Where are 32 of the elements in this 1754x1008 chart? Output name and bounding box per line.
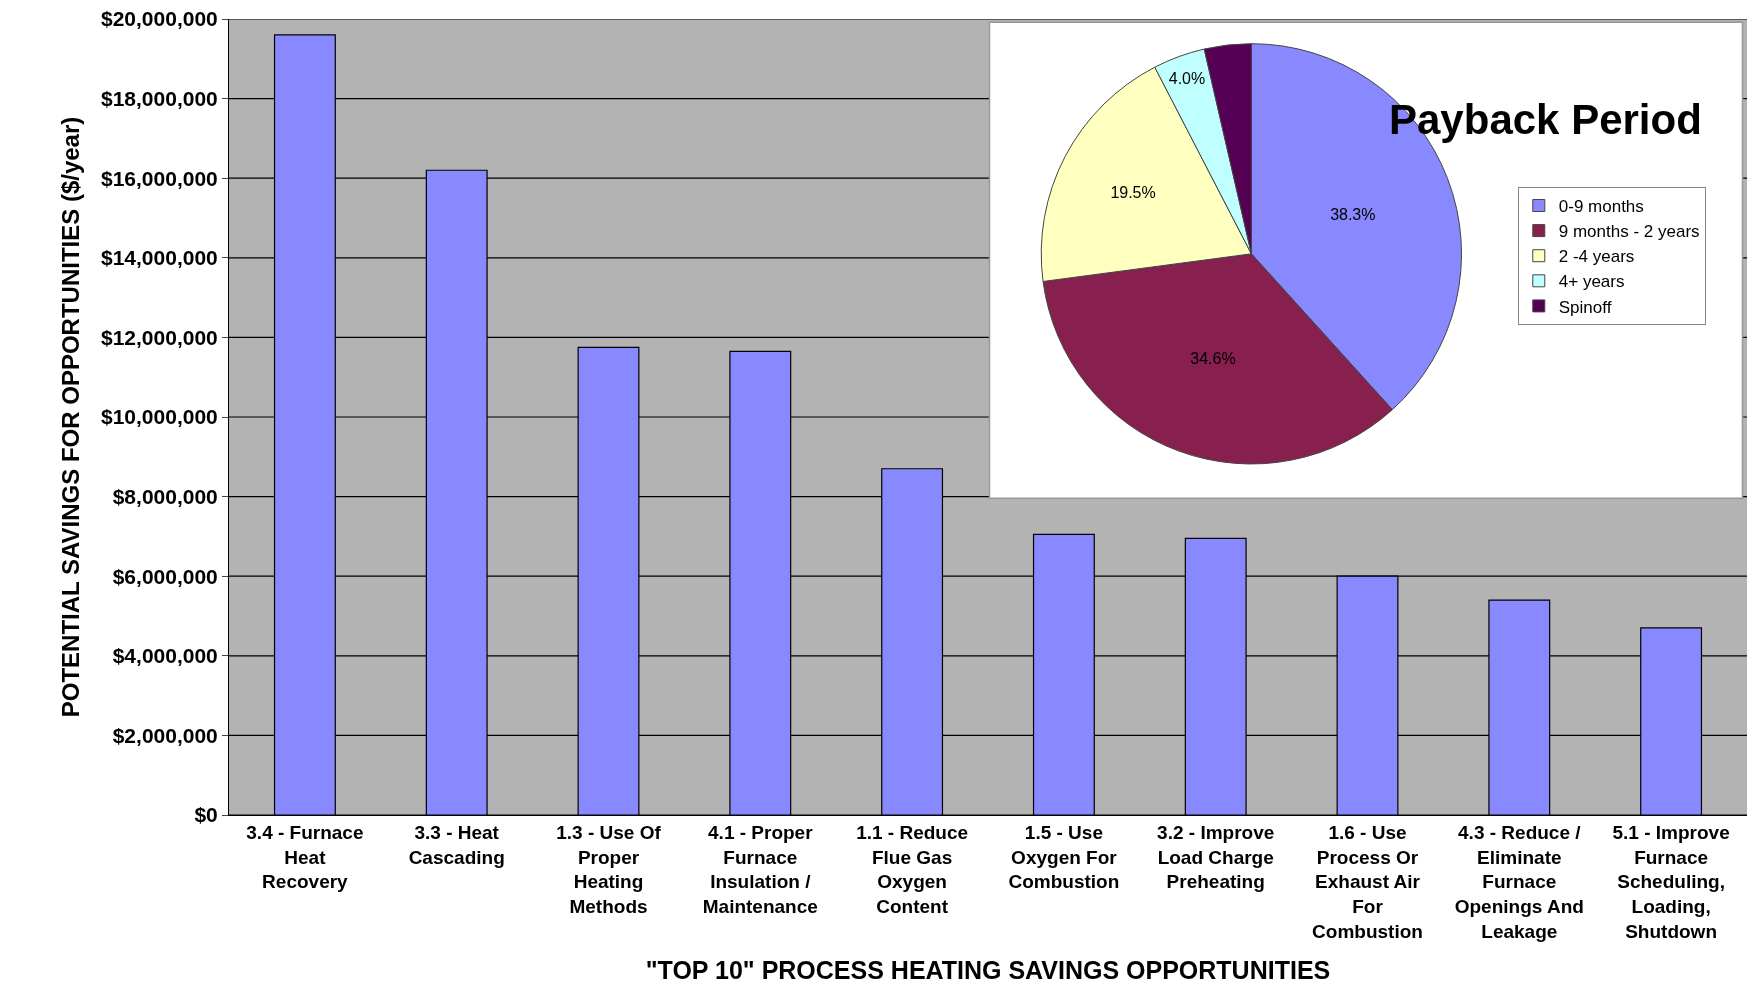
y-axis-title: POTENTIAL SAVINGS FOR OPPORTUNITIES ($/year) [57, 116, 85, 718]
y-tick-label: $16,000,000 [101, 166, 218, 190]
y-tick-label: $6,000,000 [112, 564, 218, 588]
y-tick-label: $2,000,000 [112, 723, 218, 747]
legend-label: 4+ years [1558, 272, 1625, 292]
legend-label: Spinoff [1558, 297, 1612, 317]
x-tick-label: 3.2 - Improve Load Charge Preheating [1157, 821, 1275, 893]
legend-label: 0-9 months [1558, 197, 1644, 217]
x-tick-label: 4.3 - Reduce / Eliminate Furnace Openings And Leakage [1454, 821, 1584, 942]
legend-label: 9 months - 2 years [1558, 222, 1700, 242]
data-label: 19.5% [1110, 183, 1156, 201]
y-tick-label: $10,000,000 [101, 405, 218, 429]
x-tick-label: 1.6 - Use Process Or Exhaust Air For Combustion [1312, 821, 1423, 942]
legend-label: 2 -4 years [1558, 247, 1635, 267]
data-label: 38.3% [1330, 206, 1376, 224]
y-tick-label: $18,000,000 [101, 86, 218, 110]
y-tick-label: $0 [194, 803, 218, 827]
x-tick-label: 1.1 - Reduce Flue Gas Oxygen Content [856, 821, 969, 917]
x-tick-label: 4.1 - Proper Furnace Insulation / Maintenance [702, 821, 818, 917]
x-tick-label: 1.5 - Use Oxygen For Combustion [1008, 821, 1120, 893]
x-tick-label: 3.4 - Furnace Heat Recovery [246, 821, 364, 893]
data-label: 4.0% [1168, 70, 1206, 88]
y-tick-label: $12,000,000 [101, 325, 218, 349]
x-tick-label: 1.3 - Use Of Proper Heating Methods [556, 821, 662, 917]
y-tick-label: $14,000,000 [101, 246, 218, 270]
y-tick-label: $4,000,000 [112, 644, 218, 668]
y-tick-label: $20,000,000 [101, 7, 218, 31]
y-tick-label: $8,000,000 [112, 484, 218, 508]
x-tick-label: 5.1 - Improve Furnace Scheduling, Loading, Shutdown [1612, 821, 1730, 942]
x-axis-title: "TOP 10" PROCESS HEATING SAVINGS OPPORTUNITIES [645, 955, 1331, 984]
x-tick-label: 3.3 - Heat Cascading [408, 821, 505, 868]
data-label: 34.6% [1190, 349, 1236, 367]
